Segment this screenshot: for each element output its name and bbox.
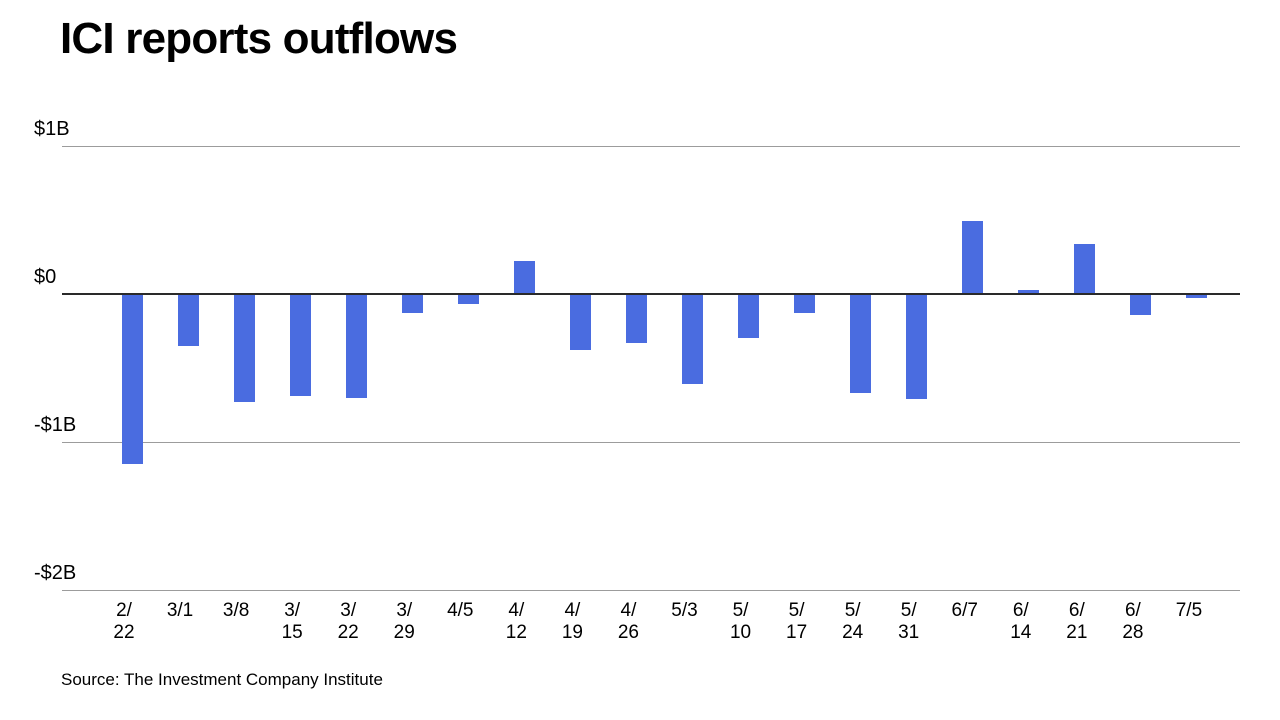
x-label-6/14: 6/ 14	[1010, 600, 1032, 643]
gridline-$0	[62, 293, 1240, 295]
bar-7/5	[1186, 294, 1208, 299]
bar-6/28	[1130, 294, 1152, 315]
bar-6/7	[962, 221, 984, 294]
gridline--$2B	[62, 590, 1240, 591]
bar-5/17	[794, 294, 816, 314]
bar-5/10	[738, 294, 760, 339]
x-label-7/5: 7/5	[1175, 600, 1203, 621]
x-label-3/1: 3/1	[166, 600, 194, 621]
x-label-4/26: 4/ 26	[617, 600, 639, 643]
bar-4/12	[513, 261, 535, 294]
x-label-6/21: 6/ 21	[1066, 600, 1088, 643]
gridline--$1B	[62, 442, 1240, 443]
bar-6/14	[1018, 289, 1040, 294]
x-label-3/15: 3/ 15	[281, 600, 303, 643]
x-label-2/22: 2/ 22	[113, 600, 135, 643]
y-tick-label--$2B: -$2B	[34, 562, 77, 584]
x-label-4/19: 4/ 19	[561, 600, 583, 643]
x-label-6/7: 6/7	[951, 600, 978, 621]
bar-5/24	[850, 294, 872, 394]
bar-2/22	[121, 294, 143, 465]
bar-6/21	[1074, 243, 1096, 294]
bar-5/3	[682, 294, 703, 385]
bar-3/15	[289, 294, 311, 397]
y-tick-label-$1B: $1B	[34, 118, 70, 140]
chart-title: ICI reports outflows	[60, 14, 458, 63]
x-label-5/3: 5/3	[671, 600, 698, 621]
gridline-$1B	[62, 146, 1240, 147]
y-tick-label--$1B: -$1B	[34, 414, 77, 436]
x-label-3/22: 3/ 22	[337, 600, 359, 643]
x-label-4/12: 4/ 12	[505, 600, 527, 643]
bar-3/29	[401, 294, 423, 314]
bar-4/5	[457, 294, 479, 305]
x-label-3/8: 3/8	[222, 600, 250, 621]
bar-4/19	[569, 294, 591, 351]
bar-4/26	[625, 294, 647, 343]
x-label-5/31: 5/ 31	[898, 600, 920, 643]
x-label-5/24: 5/ 24	[842, 600, 864, 643]
bar-3/22	[345, 294, 367, 398]
y-tick-label-$0: $0	[34, 266, 57, 288]
x-label-4/5: 4/5	[447, 600, 474, 621]
x-label-6/28: 6/ 28	[1122, 600, 1144, 643]
source-note: Source: The Investment Company Institute	[61, 670, 383, 689]
bar-5/31	[906, 294, 928, 400]
bar-3/8	[233, 294, 255, 403]
bar-3/1	[177, 294, 199, 346]
x-label-5/17: 5/ 17	[786, 600, 808, 643]
x-label-5/10: 5/ 10	[729, 600, 752, 643]
x-label-3/29: 3/ 29	[393, 600, 415, 643]
